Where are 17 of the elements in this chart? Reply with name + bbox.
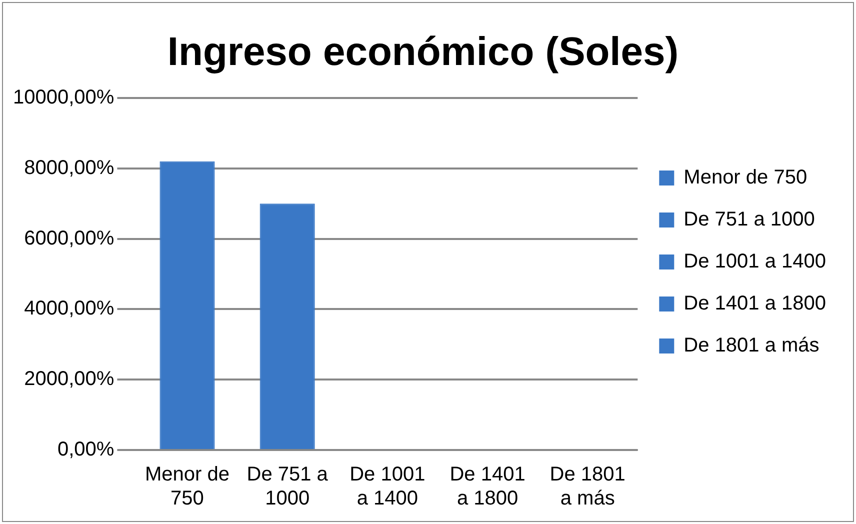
x-tick-label: De 1001 a 1400 (350, 464, 426, 510)
legend-label: De 751 a 1000 (684, 208, 815, 231)
x-tick-label: Menor de 750 (144, 464, 230, 510)
legend-label: De 1401 a 1800 (684, 292, 826, 315)
legend-label: De 1001 a 1400 (684, 250, 826, 273)
y-tick-label: 2000,00% (24, 368, 114, 390)
y-tick-label: 8000,00% (24, 156, 114, 179)
y-tick-label: 4000,00% (24, 298, 114, 320)
y-tick-label: 0,00% (57, 438, 114, 461)
legend-label: De 1801 a más (684, 334, 820, 357)
legend-label: Menor de 750 (684, 166, 808, 189)
y-tick-label: 6000,00% (24, 227, 114, 250)
y-tick-label: 10000,00% (13, 86, 114, 109)
x-tick-label: De 1401 a 1800 (450, 464, 526, 510)
chart-title: Ingreso económico (Soles) (167, 30, 679, 74)
x-tick-label: De 1801 a más (550, 464, 626, 510)
x-tick-label: De 751 a 1000 (246, 464, 329, 510)
